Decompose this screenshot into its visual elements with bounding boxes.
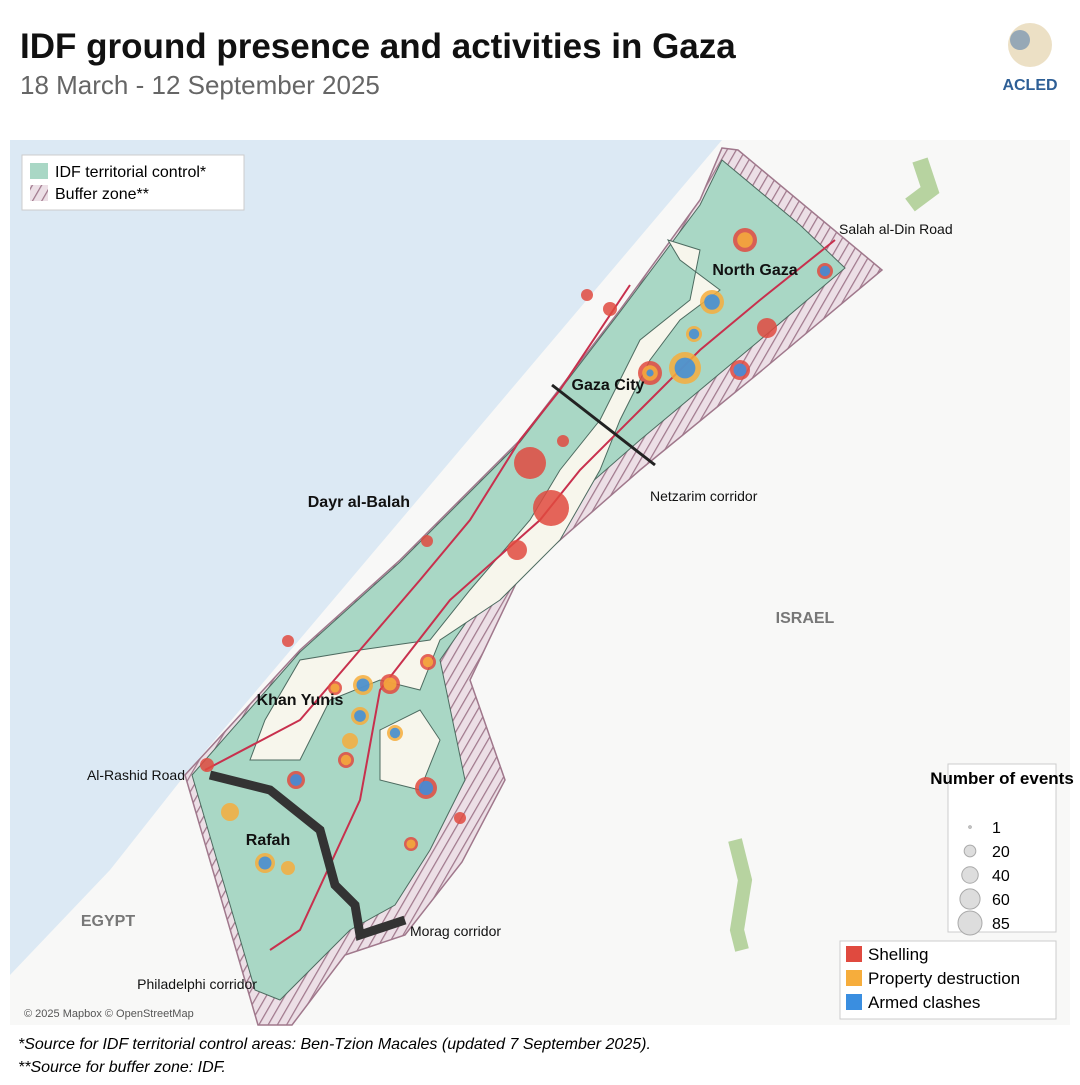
size-label: 20 bbox=[992, 844, 1010, 861]
legend-label: Buffer zone** bbox=[55, 186, 149, 203]
size-swatch bbox=[957, 910, 983, 936]
event-circle bbox=[282, 635, 294, 647]
event-circle bbox=[342, 733, 358, 749]
place-label: Khan Yunis bbox=[257, 692, 344, 709]
road-label: Al-Rashid Road bbox=[87, 767, 185, 783]
size-label: 60 bbox=[992, 892, 1010, 909]
event-circle bbox=[646, 369, 654, 377]
size-label: 40 bbox=[992, 868, 1010, 885]
road-label: Philadelphi corridor bbox=[137, 976, 257, 992]
legend-title: Number of events bbox=[930, 769, 1074, 788]
road-label: Morag corridor bbox=[410, 923, 501, 939]
event-circle bbox=[389, 727, 401, 739]
event-circle bbox=[281, 861, 295, 875]
map-labels: North Gaza Gaza City Dayr al-Balah Khan … bbox=[24, 221, 953, 1020]
place-label: Dayr al-Balah bbox=[308, 494, 410, 511]
event-circle bbox=[674, 357, 696, 379]
event-circle bbox=[406, 839, 416, 849]
title: IDF ground presence and activities in Ga… bbox=[20, 27, 736, 66]
event-circle bbox=[258, 856, 272, 870]
road-label: Netzarim corridor bbox=[650, 488, 758, 504]
place-label: ISRAEL bbox=[776, 610, 835, 627]
logo-text: ACLED bbox=[1002, 77, 1057, 94]
size-label: 85 bbox=[992, 916, 1010, 933]
event-circle bbox=[757, 318, 777, 338]
legend-swatch bbox=[30, 185, 48, 201]
event-circle bbox=[356, 678, 370, 692]
legend-swatch bbox=[846, 970, 862, 986]
event-circle bbox=[383, 677, 397, 691]
event-circle bbox=[507, 540, 527, 560]
event-circle bbox=[688, 328, 700, 340]
logo: ACLED bbox=[1002, 23, 1058, 94]
event-circle bbox=[221, 803, 239, 821]
place-label: North Gaza bbox=[712, 262, 797, 279]
size-legend: Number of events 1 20 40 60 85 bbox=[930, 763, 1074, 936]
event-circle bbox=[200, 758, 214, 772]
legend-label: Shelling bbox=[868, 945, 929, 964]
event-circle bbox=[340, 754, 352, 766]
footnote: **Source for buffer zone: IDF. bbox=[18, 1059, 226, 1076]
legend-swatch bbox=[846, 994, 862, 1010]
place-label: Rafah bbox=[246, 832, 290, 849]
size-swatch bbox=[968, 825, 972, 829]
map bbox=[10, 140, 1070, 1026]
legend-label: IDF territorial control* bbox=[55, 164, 206, 181]
size-swatch bbox=[961, 866, 979, 884]
event-circle bbox=[603, 302, 617, 316]
event-circle bbox=[704, 294, 720, 310]
footnote: *Source for IDF territorial control area… bbox=[18, 1036, 651, 1053]
size-swatch bbox=[959, 888, 981, 910]
legend-label: Property destruction bbox=[868, 969, 1020, 988]
event-circle bbox=[733, 363, 747, 377]
event-circle bbox=[454, 812, 466, 824]
event-circle bbox=[422, 656, 434, 668]
road-label: Salah al-Din Road bbox=[839, 221, 953, 237]
event-circle bbox=[418, 780, 434, 796]
subtitle: 18 March - 12 September 2025 bbox=[20, 70, 380, 100]
area-legend: IDF territorial control* Buffer zone** bbox=[21, 154, 245, 211]
place-label: EGYPT bbox=[81, 913, 135, 930]
event-circle bbox=[533, 490, 569, 526]
size-swatch bbox=[963, 844, 977, 858]
event-circle bbox=[290, 774, 302, 786]
legend-label: Armed clashes bbox=[868, 993, 980, 1012]
place-label: Gaza City bbox=[572, 377, 645, 394]
event-circle bbox=[354, 710, 366, 722]
attribution: © 2025 Mapbox © OpenStreetMap bbox=[24, 1008, 194, 1020]
event-circle bbox=[737, 232, 753, 248]
legend-swatch bbox=[30, 163, 48, 179]
event-circle bbox=[330, 683, 340, 693]
event-circle bbox=[819, 265, 831, 277]
event-circle bbox=[514, 447, 546, 479]
event-circle bbox=[581, 289, 593, 301]
event-circle bbox=[421, 535, 433, 547]
event-circle bbox=[557, 435, 569, 447]
type-legend: Shelling Property destruction Armed clashe… bbox=[839, 940, 1057, 1020]
size-label: 1 bbox=[992, 820, 1001, 837]
legend-swatch bbox=[846, 946, 862, 962]
